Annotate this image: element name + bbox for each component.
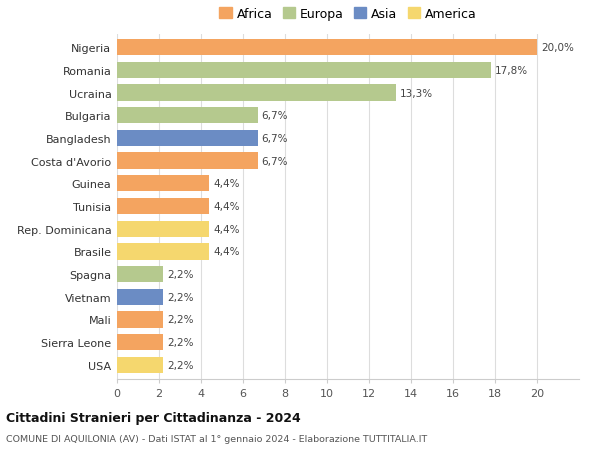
Text: 13,3%: 13,3% (400, 88, 433, 98)
Text: 6,7%: 6,7% (262, 111, 288, 121)
Bar (117, 153, 258, 169)
Bar (117, 357, 163, 373)
Text: 2,2%: 2,2% (167, 269, 193, 280)
Legend: Africa, Europa, Asia, America: Africa, Europa, Asia, America (215, 4, 481, 25)
Text: 4,4%: 4,4% (213, 202, 239, 212)
Bar (117, 62, 491, 79)
Bar (117, 198, 209, 215)
Bar (117, 266, 163, 283)
Bar (117, 289, 163, 305)
Text: 6,7%: 6,7% (262, 134, 288, 144)
Text: Cittadini Stranieri per Cittadinanza - 2024: Cittadini Stranieri per Cittadinanza - 2… (6, 411, 301, 424)
Bar (117, 221, 209, 237)
Text: 4,4%: 4,4% (213, 247, 239, 257)
Bar (117, 108, 258, 124)
Bar (117, 312, 163, 328)
Text: 4,4%: 4,4% (213, 224, 239, 234)
Bar (117, 130, 258, 147)
Text: 2,2%: 2,2% (167, 360, 193, 370)
Text: COMUNE DI AQUILONIA (AV) - Dati ISTAT al 1° gennaio 2024 - Elaborazione TUTTITAL: COMUNE DI AQUILONIA (AV) - Dati ISTAT al… (6, 434, 427, 443)
Bar (117, 334, 163, 351)
Text: 17,8%: 17,8% (494, 66, 528, 76)
Bar (117, 244, 209, 260)
Text: 2,2%: 2,2% (167, 337, 193, 347)
Bar (117, 85, 397, 101)
Text: 2,2%: 2,2% (167, 315, 193, 325)
Text: 6,7%: 6,7% (262, 156, 288, 166)
Text: 20,0%: 20,0% (541, 43, 574, 53)
Bar (117, 176, 209, 192)
Text: 4,4%: 4,4% (213, 179, 239, 189)
Text: 2,2%: 2,2% (167, 292, 193, 302)
Bar (117, 40, 537, 56)
